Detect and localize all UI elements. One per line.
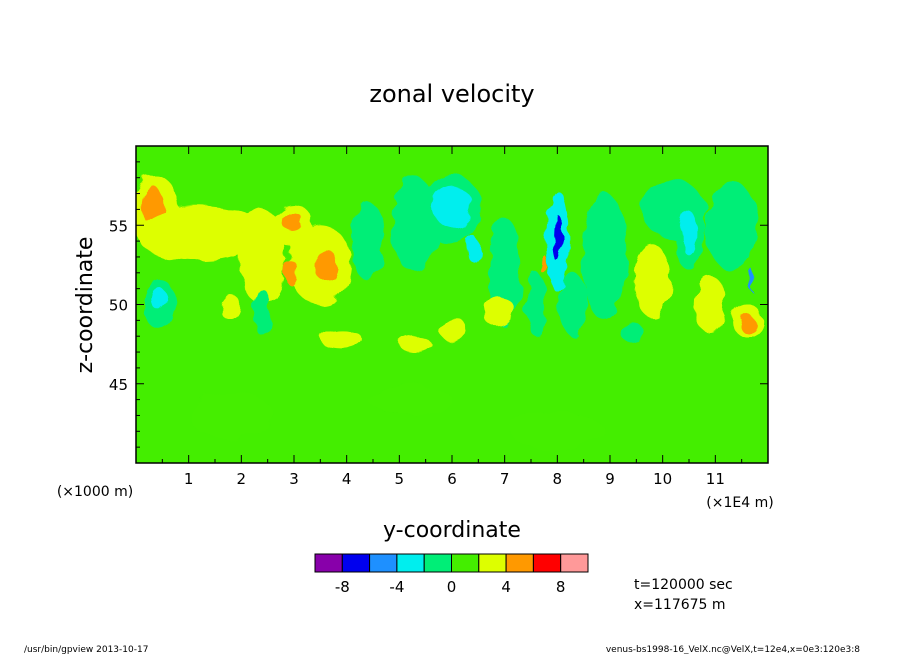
x-tick-label: 10 — [653, 470, 672, 488]
contour-region-11 — [151, 288, 168, 311]
y-axis-label: z-coordinate — [73, 237, 98, 374]
contour-region-17 — [431, 185, 473, 227]
contour-region-40 — [367, 383, 452, 416]
colorbar-cell — [341, 553, 371, 573]
contour-region-37 — [483, 296, 516, 329]
contour-region-41 — [509, 412, 605, 451]
time-annotation: t=120000 sec — [634, 577, 733, 593]
footer-right: venus-bs1998-16_VelX.nc@VelX,t=12e4,x=0e… — [606, 645, 860, 654]
x-tick-label: 6 — [447, 470, 457, 488]
y-tick-label: 55 — [109, 217, 128, 235]
colorbar-cell — [396, 553, 425, 573]
x-tick-label: 4 — [342, 470, 352, 488]
colorbar-tick-label: 4 — [501, 578, 511, 596]
x-tick-label: 11 — [706, 470, 725, 488]
contour-region-18 — [466, 236, 480, 262]
y-axis: 45 50 55 — [109, 161, 768, 448]
colorbar-cell — [369, 553, 398, 573]
contour-region-29 — [681, 210, 697, 256]
contour-region-39 — [188, 391, 273, 440]
contour-region-24 — [525, 272, 547, 337]
x-tick-label: 3 — [289, 470, 299, 488]
x-unit-right: (×1E4 m) — [706, 495, 773, 511]
colorbar-cell — [451, 553, 480, 573]
contour-region-5 — [280, 210, 302, 231]
colorbar-cell — [532, 553, 562, 573]
x-unit-left: (×1000 m) — [57, 484, 133, 500]
colorbar-cell — [314, 553, 343, 573]
contour-region-30 — [704, 180, 758, 270]
contour-region-21 — [553, 214, 562, 262]
colorbar-tick-label: -4 — [389, 578, 404, 596]
contour-region-23 — [581, 193, 629, 321]
colorbar-cell — [560, 553, 589, 573]
contour-region-13 — [254, 288, 271, 337]
x-tick-label: 7 — [500, 470, 510, 488]
contour-region-25 — [559, 272, 587, 337]
plot-area — [135, 145, 769, 464]
x-tick-label: 2 — [237, 470, 247, 488]
contour-region-38 — [399, 336, 431, 353]
x-tick-label: 9 — [605, 470, 615, 488]
colorbar-tick-label: -8 — [335, 578, 350, 596]
contour-region-32 — [633, 244, 671, 318]
x-axis-label: y-coordinate — [383, 518, 521, 543]
x-axis: 1 2 3 4 5 6 7 8 9 10 11 — [161, 146, 743, 488]
footer-left: /usr/bin/gpview 2013-10-17 — [24, 645, 148, 654]
y-tick-label: 45 — [109, 376, 128, 394]
contour-region-36 — [438, 315, 466, 341]
colorbar-tick-label: 8 — [556, 578, 566, 596]
y-tick-label: 50 — [109, 297, 128, 315]
contour-region-33 — [694, 275, 726, 334]
contour-region-9 — [320, 329, 363, 349]
contour-region-35 — [737, 315, 756, 332]
x-tick-label: 8 — [553, 470, 563, 488]
colorbar-cell — [478, 553, 507, 573]
contour-region-12 — [220, 294, 242, 321]
contour-region-8 — [285, 260, 298, 286]
colorbar — [314, 553, 589, 573]
contour-region-22 — [541, 255, 547, 275]
x-tick-label: 1 — [184, 470, 194, 488]
x-tick-label: 5 — [395, 470, 405, 488]
position-annotation: x=117675 m — [634, 597, 726, 613]
contour-region-31 — [750, 269, 755, 292]
contour-region-2 — [136, 204, 263, 262]
contour-region-14 — [351, 201, 384, 281]
contour-regions — [136, 174, 763, 451]
chart-title: zonal velocity — [369, 80, 534, 108]
colorbar-cell — [423, 553, 453, 573]
colorbar-ticks: -8 -4 0 4 8 — [335, 578, 566, 596]
contour-region-7 — [314, 249, 338, 281]
contour-region-26 — [620, 320, 642, 343]
colorbar-cell — [505, 553, 534, 573]
colorbar-tick-label: 0 — [447, 578, 457, 596]
